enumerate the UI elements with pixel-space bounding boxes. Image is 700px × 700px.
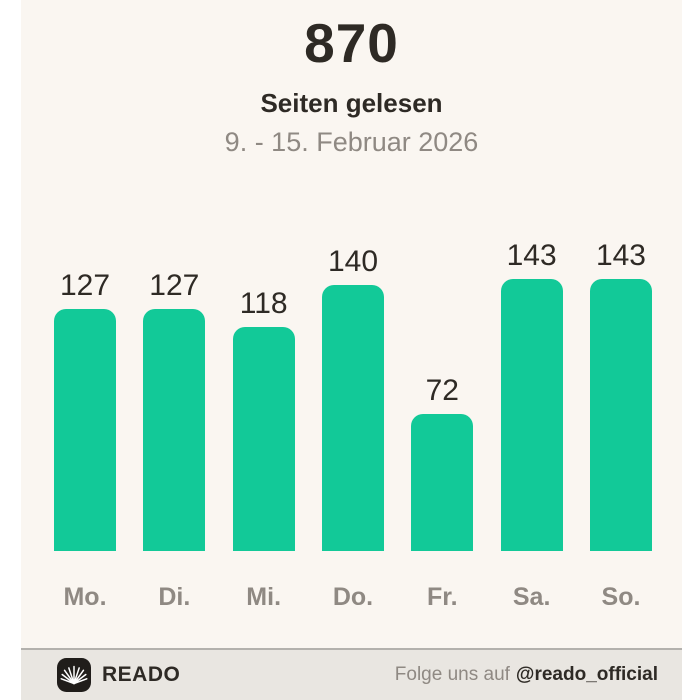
day-label: Sa. (512, 582, 551, 611)
bar (232, 326, 295, 551)
bar (54, 308, 116, 551)
footer: READO Folge uns auf @reado_official (21, 648, 682, 700)
share-card: 870 Seiten gelesen 9. - 15. Februar 2026… (21, 0, 682, 700)
bar-value-label: 72 (425, 373, 459, 407)
follow-text: Folge uns auf @reado_official (395, 664, 658, 686)
follow-prefix: Folge uns auf (394, 664, 510, 685)
day-label: So. (601, 582, 641, 611)
chart-area: 127 Mo. 127 Di. 118 Mi. 140 Do. 72 Fr. 143 Sa. 143 So… (21, 159, 682, 648)
bar-column: 143 So. (589, 238, 652, 611)
day-label: Do. (332, 582, 374, 611)
bar (589, 278, 652, 551)
bar-value-label: 127 (59, 268, 111, 302)
bar-column: 127 Di. (143, 268, 206, 611)
day-label: Di. (158, 582, 191, 611)
brand: READO (57, 658, 180, 692)
day-label: Mi. (246, 582, 282, 611)
bar-column: 143 Sa. (500, 238, 563, 611)
bar-value-label: 127 (149, 268, 200, 302)
chart-title: Seiten gelesen (260, 88, 443, 118)
bar-value-label: 118 (239, 286, 288, 320)
brand-name: READO (102, 663, 181, 686)
bar (321, 284, 384, 551)
bar-value-label: 143 (506, 238, 557, 272)
bar-column: 140 Do. (321, 244, 384, 611)
bar-chart: 127 Mo. 127 Di. 118 Mi. 140 Do. 72 Fr. 143 Sa. 143 So… (21, 239, 682, 611)
bar (143, 308, 206, 551)
follow-handle: @reado_official (515, 664, 658, 685)
bar-column: 72 Fr. (411, 373, 474, 611)
day-label: Mo. (63, 582, 107, 611)
bar-value-label: 140 (327, 244, 379, 278)
bar (411, 413, 474, 551)
header: 870 Seiten gelesen 9. - 15. Februar 2026 (21, 0, 682, 159)
date-range: 9. - 15. Februar 2026 (224, 127, 479, 158)
bar (500, 278, 563, 551)
bar-value-label: 143 (595, 238, 646, 272)
bar-column: 118 Mi. (232, 286, 295, 611)
total-pages: 870 (304, 12, 399, 74)
bar-column: 127 Mo. (54, 269, 116, 611)
open-book-fan-icon (57, 658, 91, 692)
day-label: Fr. (427, 582, 458, 611)
